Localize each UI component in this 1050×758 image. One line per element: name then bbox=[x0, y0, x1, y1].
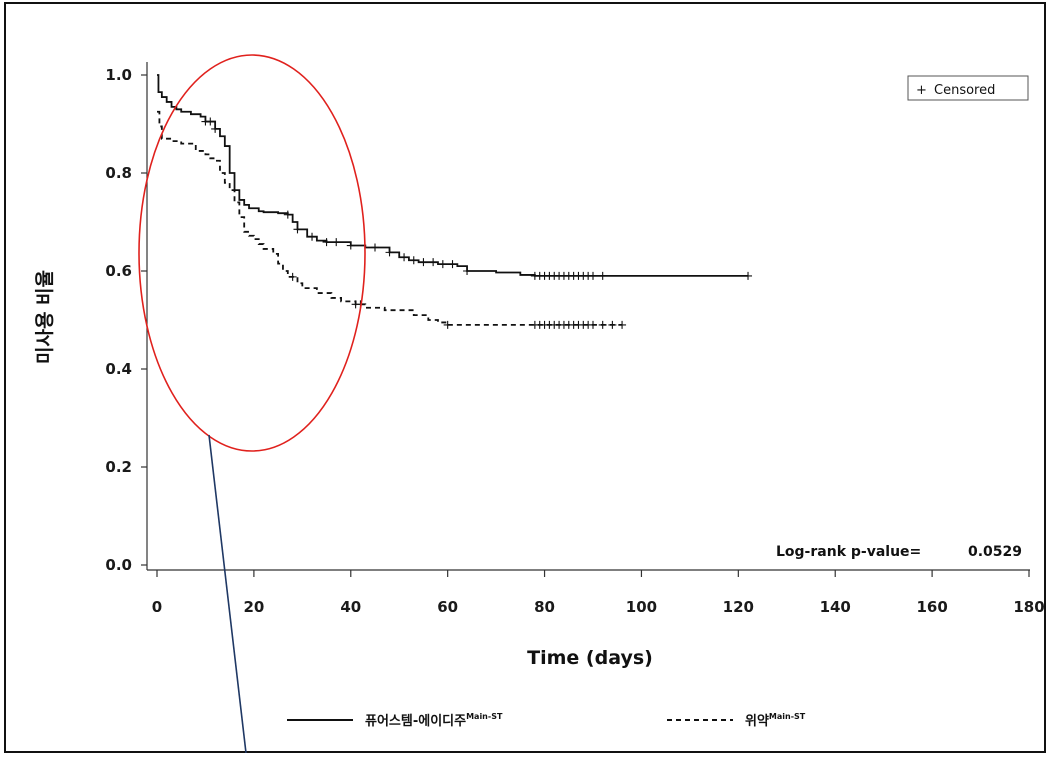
x-tick-label-6: 120 bbox=[723, 598, 754, 616]
censor-mark-s1-30 bbox=[589, 271, 597, 280]
censor-mark-s1-2 bbox=[211, 124, 220, 133]
y-ticks: 0.0 0.2 0.4 0.6 0.8 1.0 bbox=[105, 66, 147, 574]
censor-mark-s1-16 bbox=[448, 260, 457, 269]
curve-series-2 bbox=[157, 110, 623, 326]
x-tick-label-0: 0 bbox=[152, 598, 162, 616]
log-rank-label: Log-rank p-value= bbox=[776, 544, 921, 560]
y-tick-label-2: 0.4 bbox=[105, 360, 132, 378]
log-rank-value: 0.0529 bbox=[968, 544, 1022, 560]
censor-mark-s1-3 bbox=[283, 210, 292, 219]
x-tick-label-3: 60 bbox=[437, 598, 458, 616]
chart-frame: 0.0 0.2 0.4 0.6 0.8 1.0 0 20 40 60 80 100 120 140 160… bbox=[4, 2, 1046, 754]
censored-legend-label: Censored bbox=[934, 83, 995, 98]
chart-border bbox=[4, 2, 1046, 753]
x-tick-label-8: 160 bbox=[916, 598, 947, 616]
x-tick-label-1: 20 bbox=[243, 598, 264, 616]
survival-curves bbox=[157, 74, 749, 326]
y-tick-label-5: 1.0 bbox=[105, 66, 132, 84]
x-axis-title: Time (days) bbox=[527, 647, 653, 669]
series-legend: 퓨어스템-에이디주Main-ST 위약Main-ST bbox=[287, 712, 806, 729]
x-ticks: 0 20 40 60 80 100 120 140 160 180 bbox=[152, 570, 1045, 616]
x-tick-label-5: 100 bbox=[626, 598, 657, 616]
curve-series-1 bbox=[157, 74, 749, 277]
x-tick-label-9: 180 bbox=[1013, 598, 1044, 616]
censor-mark-s1-7 bbox=[332, 238, 341, 247]
y-tick-label-3: 0.6 bbox=[105, 262, 132, 280]
censor-mark-s1-17 bbox=[463, 267, 472, 275]
censor-mark-s2-19 bbox=[618, 320, 627, 329]
censor-mark-s1-9 bbox=[371, 243, 379, 252]
censor-mark-s2-17 bbox=[598, 320, 607, 329]
log-rank-annotation: Log-rank p-value= 0.0529 bbox=[776, 544, 1022, 560]
censor-mark-s1-6 bbox=[322, 238, 331, 247]
censor-mark-s1-1 bbox=[206, 117, 215, 126]
censor-mark-s1-31 bbox=[598, 271, 607, 280]
censor-mark-s2-3 bbox=[443, 320, 452, 329]
x-tick-label-7: 140 bbox=[820, 598, 851, 616]
censor-mark-s1-12 bbox=[409, 256, 418, 265]
censor-mark-s1-13 bbox=[419, 258, 428, 267]
axes bbox=[146, 62, 1030, 571]
legend-series-1-label: 퓨어스템-에이디주Main-ST bbox=[365, 712, 503, 729]
y-tick-label-0: 0.0 bbox=[105, 556, 132, 574]
censored-legend-symbol: + bbox=[916, 83, 927, 98]
censor-mark-s1-8 bbox=[346, 241, 355, 250]
y-axis-title: 미사용 비율 bbox=[34, 270, 56, 364]
censor-mark-s1-11 bbox=[400, 253, 409, 262]
y-tick-label-4: 0.8 bbox=[105, 164, 132, 182]
censor-mark-s2-16 bbox=[589, 320, 597, 329]
censored-legend-box bbox=[907, 75, 1029, 101]
censor-mark-s1-32 bbox=[744, 271, 753, 280]
y-tick-label-1: 0.2 bbox=[105, 458, 132, 476]
censor-mark-s1-5 bbox=[308, 232, 317, 241]
censor-mark-s1-4 bbox=[293, 225, 302, 234]
censor-mark-s2-0 bbox=[288, 272, 297, 281]
censor-mark-s1-15 bbox=[438, 260, 447, 269]
censor-mark-s1-10 bbox=[385, 248, 394, 257]
highlight-ellipse bbox=[138, 54, 366, 452]
callout-line bbox=[208, 434, 247, 754]
censor-mark-s1-14 bbox=[429, 258, 438, 267]
censor-marks bbox=[201, 117, 753, 329]
legend-series-2-label: 위약Main-ST bbox=[745, 712, 806, 729]
censor-mark-s2-18 bbox=[608, 320, 617, 329]
censored-legend: + Censored bbox=[907, 75, 1029, 101]
km-chart: 0.0 0.2 0.4 0.6 0.8 1.0 0 20 40 60 80 100 120 140 160… bbox=[4, 2, 1046, 754]
x-tick-label-4: 80 bbox=[534, 598, 555, 616]
x-tick-label-2: 40 bbox=[340, 598, 361, 616]
